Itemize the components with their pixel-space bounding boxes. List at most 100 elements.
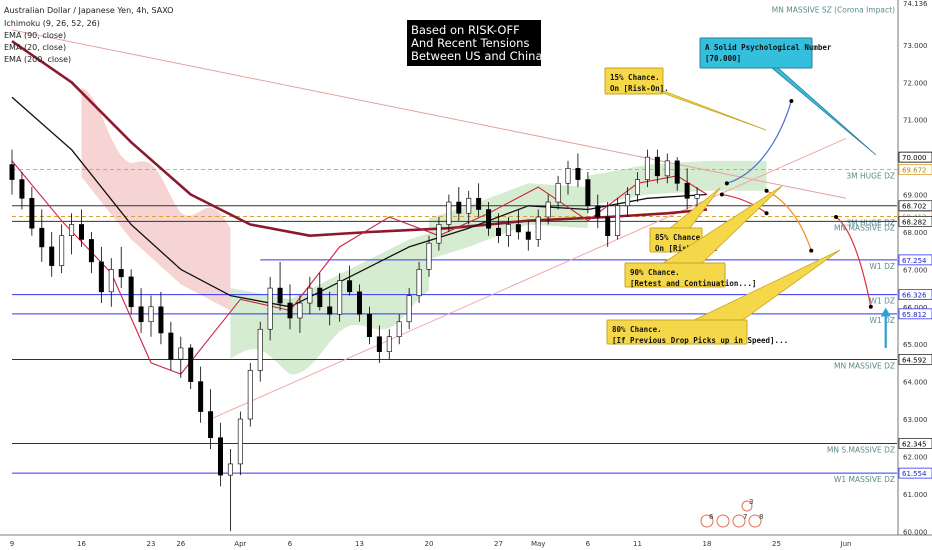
x-tick-label: May — [531, 540, 545, 548]
projection-path — [721, 193, 767, 214]
psych-note-line: [70.000] — [705, 54, 741, 63]
candle — [118, 246, 124, 289]
candle — [88, 231, 94, 274]
candle-body — [188, 347, 194, 382]
candle-body — [565, 168, 571, 184]
x-tick-label: 11 — [633, 540, 642, 548]
candle-body — [307, 287, 313, 304]
candle-body — [466, 197, 472, 214]
candle-body — [436, 224, 442, 244]
trendlines-layer — [11, 29, 847, 420]
candle-body — [158, 306, 164, 334]
projection-path — [835, 216, 872, 307]
candle — [684, 168, 690, 210]
candle-body — [168, 332, 174, 360]
candle — [644, 149, 650, 188]
y-tick-label: 61.000 — [903, 491, 928, 499]
symbol-title: Australian Dollar / Japanese Yen, 4h, SA… — [4, 6, 173, 15]
legend-ema90: EMA (90, close) — [4, 31, 66, 40]
legend-ema20: EMA (20, close) — [4, 43, 66, 52]
candle — [466, 190, 472, 225]
price-tag-label: 68.282 — [902, 218, 927, 226]
candle-body — [634, 179, 640, 195]
zone-label: W1 MASSIVE DZ — [834, 475, 895, 484]
candle-body — [227, 463, 233, 476]
y-top-label: 74.136 — [903, 0, 928, 8]
candle — [247, 362, 253, 427]
y-tick-label: 73.000 — [903, 42, 928, 50]
zone-label: 3M HUGE DZ — [846, 219, 895, 228]
x-tick-label: 16 — [77, 540, 86, 548]
candle-body — [49, 246, 55, 266]
chance85-note-line: 85% Chance. — [655, 233, 705, 242]
candle — [654, 149, 660, 184]
zone-label: MN S.MASSIVE DZ — [827, 446, 895, 455]
candle — [257, 321, 263, 382]
price-tag-label: 66.326 — [902, 292, 927, 300]
candle-body — [406, 295, 412, 323]
zone-label: MN MASSIVE DZ — [834, 361, 895, 370]
cloud-bear-segment — [81, 87, 231, 311]
candle — [366, 306, 372, 345]
legend-layer: Australian Dollar / Japanese Yen, 4h, SA… — [4, 6, 173, 64]
zone-lines-layer: MN MASSIVE SZ (Corona Impact) 3M HUGE DZ 3… — [12, 6, 897, 484]
price-tag-box — [898, 254, 932, 266]
chance90-note-line: [Retest and Continuation...] — [630, 279, 756, 288]
candle-body — [654, 156, 660, 177]
candle-body — [486, 209, 492, 229]
x-tick-label: 13 — [355, 540, 364, 548]
price-tag-label: 65.812 — [902, 311, 927, 319]
candle-body — [19, 179, 25, 199]
x-tick-label: 9 — [10, 540, 14, 548]
candle-body — [297, 302, 303, 319]
projection-end-dot — [809, 248, 814, 253]
price-tag-box — [898, 467, 932, 479]
price-tag-label: 68.702 — [902, 203, 927, 211]
candle-body — [694, 194, 700, 199]
candle — [218, 422, 224, 487]
candle-body — [69, 224, 75, 236]
x-tick-label: 6 — [288, 540, 293, 548]
candle — [168, 321, 174, 371]
candle — [376, 325, 382, 363]
candle — [595, 194, 601, 229]
candle — [128, 269, 134, 315]
watermark-ring — [716, 514, 730, 528]
zone-label: MN MASSIVE DZ — [834, 223, 895, 232]
candle — [515, 209, 521, 240]
price-tag-label: 64.592 — [902, 356, 927, 364]
candle-body — [79, 224, 85, 240]
candle — [525, 220, 531, 251]
candle — [436, 216, 442, 251]
watermark-ring — [700, 514, 714, 528]
price-tag-box — [898, 438, 932, 449]
candle — [317, 273, 323, 311]
candle-body — [535, 216, 541, 240]
candle — [148, 295, 154, 337]
candle — [605, 202, 611, 247]
price-tag-box — [898, 164, 932, 175]
candle — [237, 411, 243, 476]
candle-body — [218, 437, 224, 476]
candle — [188, 344, 194, 390]
x-tick-label: 20 — [425, 540, 434, 548]
candle — [29, 187, 35, 236]
x-tick-label: 25 — [772, 540, 781, 548]
y-tick-label: 62.000 — [903, 453, 928, 461]
candle — [386, 329, 392, 360]
candle-body — [247, 370, 253, 420]
candle-body — [456, 201, 462, 214]
candle-body — [664, 160, 670, 177]
candle-body — [644, 156, 650, 180]
candle — [486, 202, 492, 236]
candle — [158, 291, 164, 345]
watermark-digit: 8 — [759, 513, 763, 521]
candle-body — [108, 269, 114, 293]
candle — [456, 187, 462, 221]
watermark-ring — [732, 514, 746, 528]
projection-start-dot — [834, 214, 839, 219]
candle-body — [386, 336, 392, 352]
candle-body — [138, 306, 144, 323]
